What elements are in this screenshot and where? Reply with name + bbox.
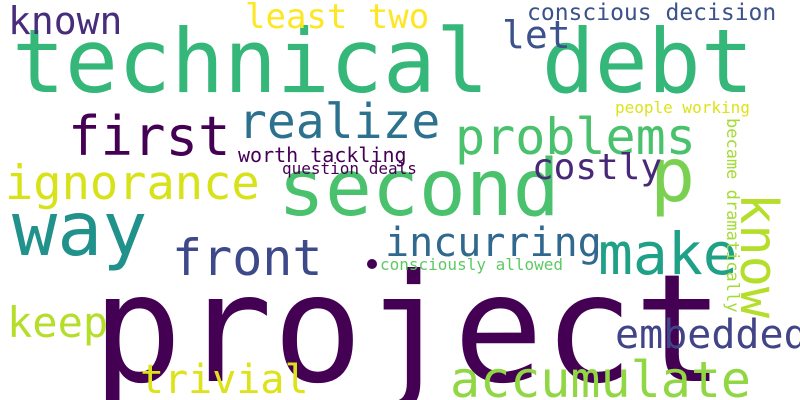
dot-mark	[367, 259, 377, 269]
word-ignorance: ignorance	[5, 156, 260, 211]
word-project: project	[92, 243, 725, 400]
word-conscious-decision: conscious decision	[527, 0, 777, 26]
word-accumulate: accumulate	[450, 351, 752, 400]
word-worth-tackling: worth tackling	[238, 143, 407, 167]
word-became-dramatically: became dramatically	[722, 118, 742, 313]
word-make: make	[598, 220, 738, 288]
word-first: first	[68, 105, 231, 168]
word-second: second	[278, 144, 560, 234]
word-problems: problems	[455, 108, 696, 166]
word-consciously-allowed: consciously allowed	[380, 255, 564, 274]
word-keep: keep	[7, 298, 109, 347]
word-people-working: people working	[615, 98, 750, 117]
word-way: way	[12, 185, 148, 273]
word-incurring: incurring	[385, 220, 602, 266]
word-known: known	[8, 0, 123, 43]
word-let: let	[502, 13, 571, 57]
word-costly: costly	[532, 147, 663, 188]
word-question-deals: question deals	[282, 159, 417, 178]
word-technical-debt: technical debt	[12, 10, 754, 113]
word-trivial: trivial	[140, 357, 309, 400]
word-least-two: least two	[245, 0, 430, 37]
word-p: p	[650, 131, 696, 219]
word-front: front	[172, 229, 323, 287]
word-realize: realize	[238, 94, 441, 150]
word-embedded: embedded	[615, 312, 800, 358]
